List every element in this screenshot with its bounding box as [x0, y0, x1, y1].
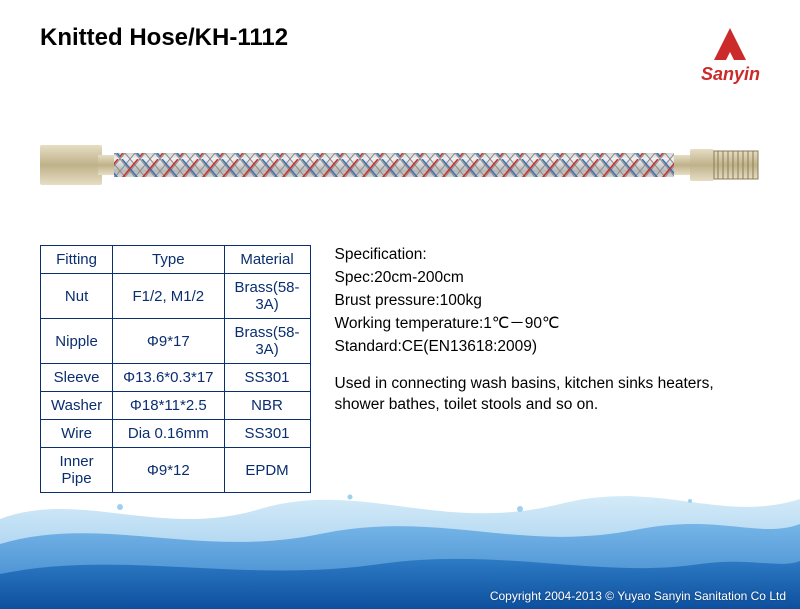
copyright-footer: Copyright 2004-2013 © Yuyao Sanyin Sanit…	[490, 589, 786, 603]
spec-table: Fitting Type Material NutF1/2, M1/2Brass…	[40, 245, 311, 493]
table-row: SleeveΦ13.6*0.3*17SS301	[41, 364, 311, 392]
spec-heading: Specification:	[335, 245, 760, 266]
table-cell: Wire	[41, 420, 113, 448]
table-cell: Nipple	[41, 319, 113, 364]
table-cell: SS301	[224, 420, 310, 448]
col-header-type: Type	[113, 246, 224, 274]
col-header-material: Material	[224, 246, 310, 274]
spec-text-block: Specification: Spec:20cm-200cmBrust pres…	[335, 245, 760, 493]
spec-lines: Spec:20cm-200cmBrust pressure:100kgWorki…	[335, 268, 760, 358]
spec-usage: Used in connecting wash basins, kitchen …	[335, 374, 760, 416]
table-cell: Washer	[41, 392, 113, 420]
table-body: NutF1/2, M1/2Brass(58-3A)NippleΦ9*17Bras…	[41, 274, 311, 493]
table-cell: Φ9*17	[113, 319, 224, 364]
table-cell: Nut	[41, 274, 113, 319]
product-image	[40, 105, 760, 225]
table-cell: Dia 0.16mm	[113, 420, 224, 448]
table-row: NutF1/2, M1/2Brass(58-3A)	[41, 274, 311, 319]
spec-line: Standard:CE(EN13618:2009)	[335, 337, 760, 358]
brand-logo: Sanyin	[701, 24, 760, 85]
table-cell: Sleeve	[41, 364, 113, 392]
table-cell: NBR	[224, 392, 310, 420]
logo-triangle-icon	[708, 24, 752, 68]
header: Knitted Hose/KH-1112 Sanyin	[0, 0, 800, 85]
logo-text: Sanyin	[701, 64, 760, 85]
spec-line: Brust pressure:100kg	[335, 291, 760, 312]
content-row: Fitting Type Material NutF1/2, M1/2Brass…	[0, 235, 800, 493]
table-row: WasherΦ18*11*2.5NBR	[41, 392, 311, 420]
spec-line: Spec:20cm-200cm	[335, 268, 760, 289]
page-title: Knitted Hose/KH-1112	[40, 24, 288, 52]
table-cell: F1/2, M1/2	[113, 274, 224, 319]
hose-illustration	[40, 135, 760, 195]
table-header-row: Fitting Type Material	[41, 246, 311, 274]
col-header-fitting: Fitting	[41, 246, 113, 274]
table-cell: Φ18*11*2.5	[113, 392, 224, 420]
table-cell: Brass(58-3A)	[224, 274, 310, 319]
table-row: WireDia 0.16mmSS301	[41, 420, 311, 448]
table-cell: Brass(58-3A)	[224, 319, 310, 364]
table-cell: Φ13.6*0.3*17	[113, 364, 224, 392]
table-cell: SS301	[224, 364, 310, 392]
spec-line: Working temperature:1℃－90℃	[335, 314, 760, 335]
table-row: NippleΦ9*17Brass(58-3A)	[41, 319, 311, 364]
